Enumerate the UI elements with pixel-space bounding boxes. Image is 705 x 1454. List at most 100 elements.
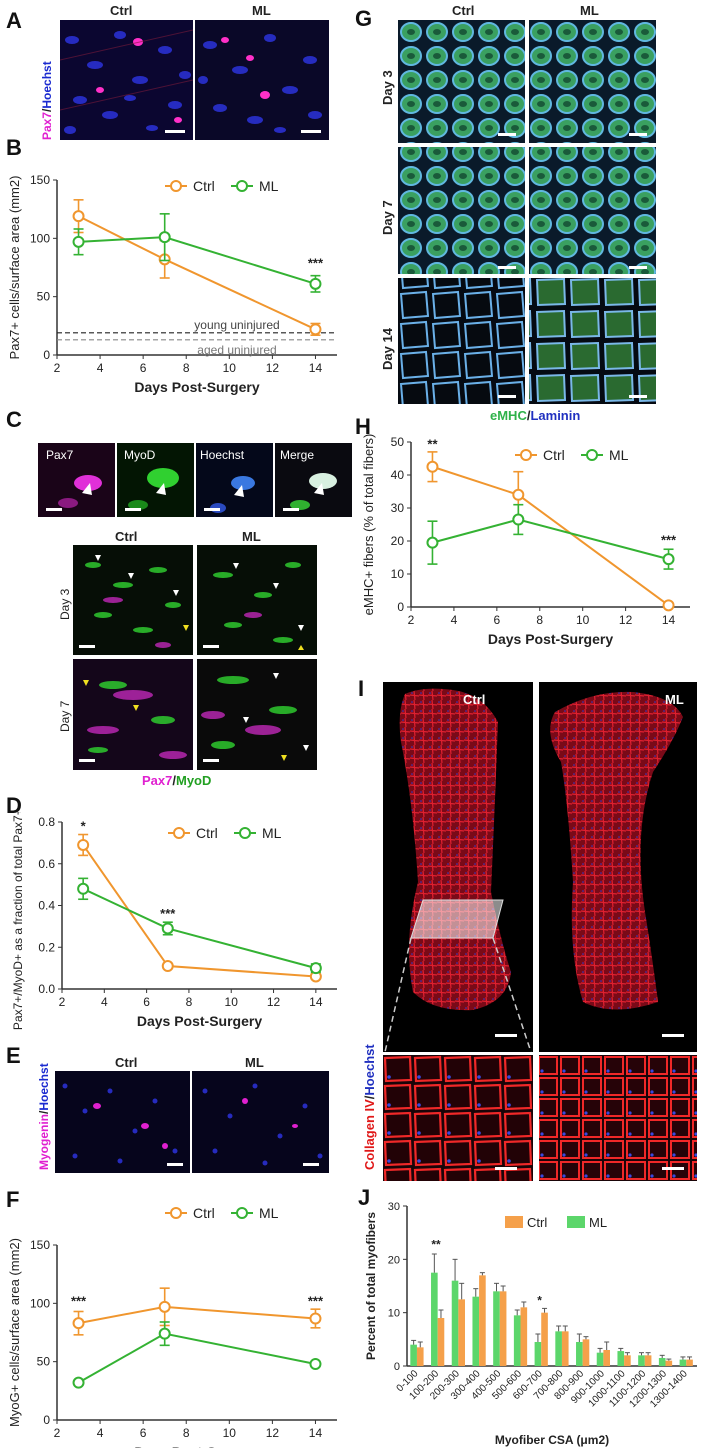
- y-tick-label: 100: [30, 1296, 50, 1310]
- stain-label-a: Pax7/Hoechst: [40, 61, 54, 140]
- x-tick-label: 6: [494, 613, 501, 627]
- panel-letter-d: D: [6, 793, 22, 818]
- stain-label-e-sep: /: [37, 1110, 51, 1114]
- stain-label-e-primary: Myogenin: [37, 1114, 51, 1170]
- panel-letter-j: J: [358, 1185, 371, 1210]
- chart-f: 2 4 6 8 10 12 14 0 50 100 150 Days Post-Surgery MyoG…: [7, 1205, 337, 1448]
- x-tick-label: 8: [186, 995, 193, 1009]
- x-axis-title: Days Post-Surgery: [488, 631, 613, 647]
- g-row-label-day3: Day 3: [380, 70, 395, 105]
- micrograph-i-zoom-image: [383, 1055, 697, 1181]
- channel-strip-c: [38, 443, 352, 517]
- legend-marker: [239, 827, 251, 839]
- x-tick-label: 10: [223, 361, 237, 375]
- g-row-label-day7: Day 7: [380, 200, 395, 235]
- data-point: [309, 1312, 322, 1325]
- bar: [686, 1359, 693, 1366]
- x-tick-label: 4: [101, 995, 108, 1009]
- y-tick-label: 0.4: [38, 899, 55, 913]
- micrograph-grid-g-image: [398, 20, 656, 404]
- data-point: [72, 235, 85, 248]
- y-axis-title: Percent of total myofibers: [364, 1212, 378, 1360]
- i-col-label-ctrl: Ctrl: [463, 692, 486, 707]
- stain-label-a-primary: Pax7: [40, 111, 54, 140]
- data-point: [309, 323, 322, 336]
- panel-letter-f: F: [6, 1187, 20, 1212]
- bar: [603, 1350, 610, 1366]
- micrograph-i-zoom: [383, 1055, 697, 1181]
- legend-label: ML: [259, 178, 279, 194]
- y-tick-label: 50: [37, 1355, 51, 1369]
- panel-letter-e: E: [6, 1043, 21, 1068]
- y-tick-label: 40: [391, 468, 405, 482]
- reference-label: aged uninjured: [197, 343, 276, 357]
- x-tick-label: 10: [225, 995, 239, 1009]
- bar: [638, 1355, 645, 1366]
- legend-swatch: [567, 1216, 585, 1228]
- channel-label-merge: Merge: [280, 448, 315, 462]
- micrograph-grid-c: [73, 545, 317, 770]
- significance-marker: ***: [308, 256, 324, 271]
- bar: [520, 1307, 528, 1366]
- legend-marker: [170, 180, 182, 192]
- y-tick-label: 20: [388, 1254, 400, 1266]
- legend-label: Ctrl: [193, 178, 215, 194]
- y-axis-title: Pax7+ cells/surface area (mm2): [7, 176, 22, 360]
- bar: [493, 1291, 500, 1366]
- g-col-label-ctrl: Ctrl: [452, 3, 475, 18]
- bar: [644, 1355, 652, 1366]
- stain-label-c-primary: Pax7: [142, 773, 173, 788]
- panel-letter-b: B: [6, 135, 22, 160]
- x-tick-label: 8: [183, 1426, 190, 1440]
- legend-label: ML: [259, 1205, 279, 1221]
- stain-label-g: eMHC/Laminin: [490, 408, 580, 423]
- data-point: [512, 488, 525, 501]
- bar: [679, 1359, 687, 1366]
- significance-marker: *: [537, 1294, 542, 1308]
- y-tick-label: 20: [391, 534, 405, 548]
- y-tick-label: 30: [388, 1201, 400, 1213]
- x-tick-label: 12: [266, 1426, 280, 1440]
- data-point: [161, 922, 174, 935]
- panel-letter-g: G: [355, 6, 373, 31]
- data-point: [161, 960, 174, 973]
- x-tick-label: 8: [183, 361, 190, 375]
- y-tick-label: 0.8: [38, 815, 55, 829]
- data-point: [426, 536, 439, 549]
- x-tick-label: 6: [140, 1426, 147, 1440]
- x-axis-title: Days Post-Surgery: [137, 1013, 262, 1029]
- bar: [596, 1352, 604, 1366]
- bar: [555, 1331, 562, 1366]
- bar: [561, 1331, 569, 1366]
- g-col-label-ml: ML: [580, 3, 599, 18]
- x-tick-label: 8: [536, 613, 543, 627]
- bar: [658, 1358, 666, 1366]
- data-point: [72, 1317, 85, 1330]
- legend-marker: [520, 449, 532, 461]
- x-tick-label: 4: [451, 613, 458, 627]
- bar: [541, 1312, 548, 1366]
- stain-label-c-secondary: MyoD: [176, 773, 212, 788]
- micrograph-a-ctrl-image: [60, 20, 193, 140]
- y-tick-label: 0: [43, 348, 50, 362]
- y-axis-title: eMHC+ fibers (% of total fibers): [361, 434, 376, 616]
- stain-label-g-primary: eMHC: [490, 408, 527, 423]
- data-point: [426, 460, 439, 473]
- legend-label: Ctrl: [543, 447, 565, 463]
- data-point: [158, 231, 171, 244]
- bar: [479, 1275, 486, 1366]
- bar: [451, 1280, 459, 1366]
- channel-label-myod: MyoD: [124, 448, 156, 462]
- series-line: [82, 887, 317, 970]
- micrograph-i-overview: [383, 682, 697, 1053]
- y-tick-label: 0: [43, 1413, 50, 1427]
- data-point: [662, 553, 675, 566]
- micrograph-e: [55, 1071, 329, 1173]
- data-point: [77, 838, 90, 851]
- micrograph-grid-c-image: [73, 545, 317, 770]
- legend-label: ML: [262, 825, 282, 841]
- legend-marker: [236, 1207, 248, 1219]
- channel-label-pax7: Pax7: [46, 448, 74, 462]
- x-tick-label: 14: [662, 613, 676, 627]
- y-tick-label: 0: [397, 600, 404, 614]
